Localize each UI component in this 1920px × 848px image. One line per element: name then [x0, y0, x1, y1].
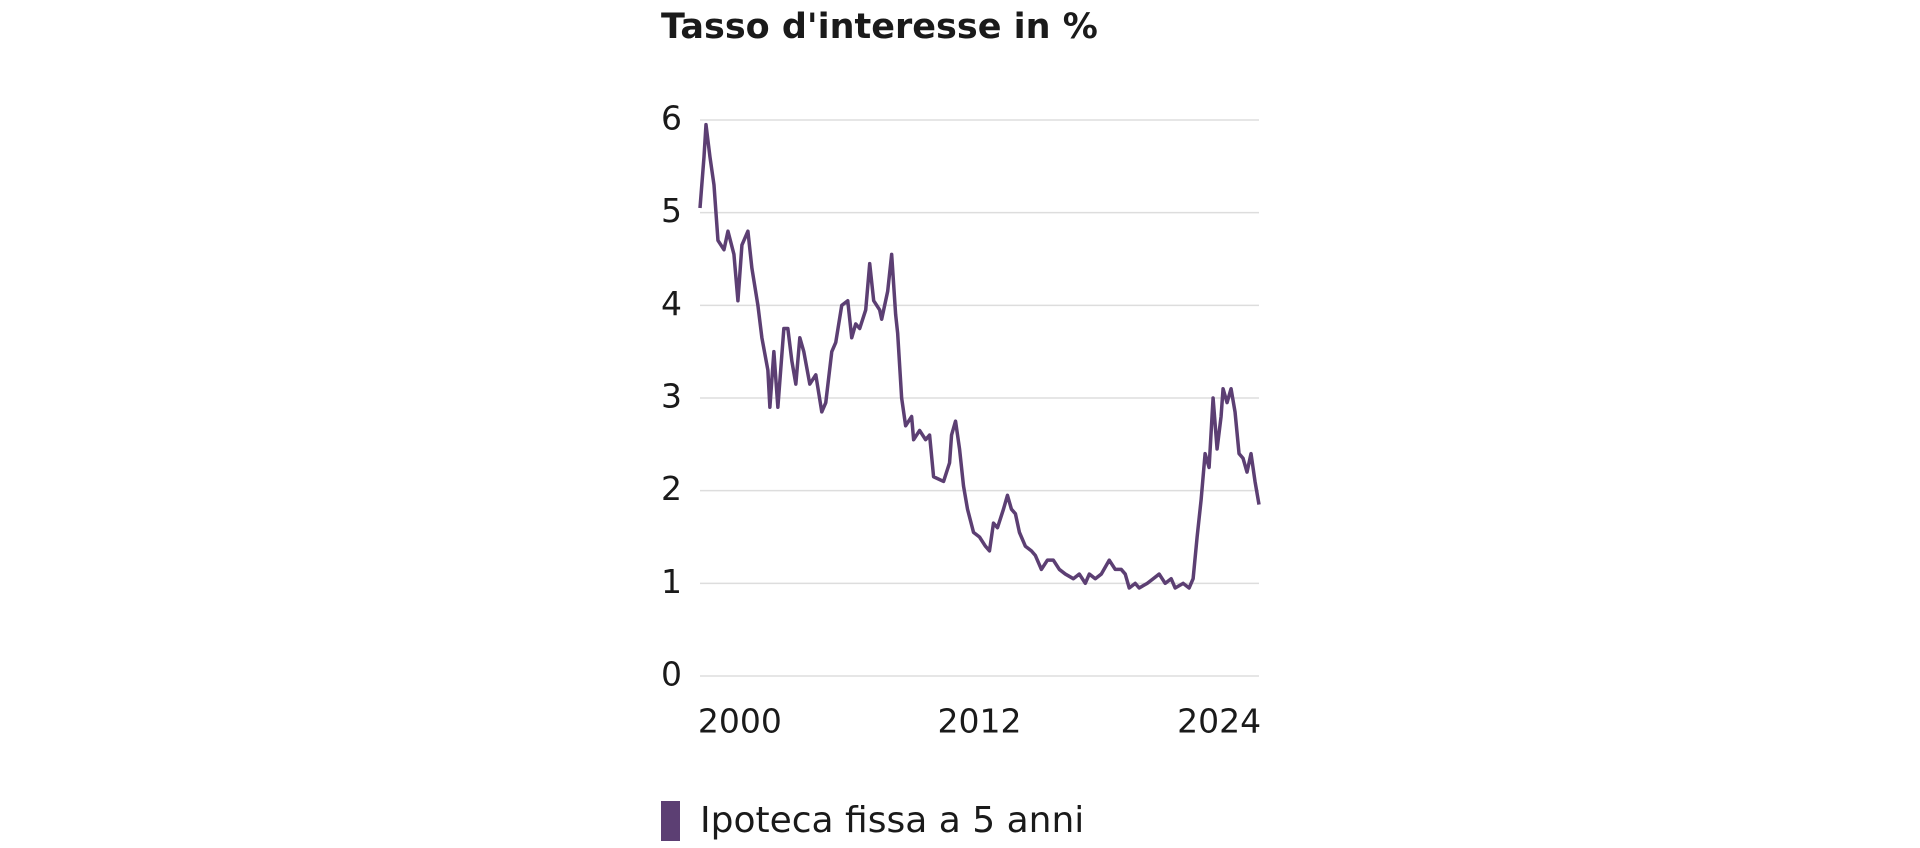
y-tick-label: 0: [661, 655, 682, 694]
y-tick-label: 6: [661, 99, 682, 138]
chart-title: Tasso d'interesse in %: [661, 7, 1098, 47]
y-tick-label: 1: [661, 562, 682, 601]
x-tick-label: 2024: [1177, 702, 1261, 741]
y-tick-label: 2: [661, 469, 682, 508]
x-tick-label: 2000: [698, 702, 782, 741]
y-tick-label: 5: [661, 191, 682, 230]
legend-swatch: [661, 801, 680, 841]
x-tick-label: 2012: [938, 702, 1022, 741]
y-tick-label: 4: [661, 284, 682, 323]
legend-label: Ipoteca fissa a 5 anni: [700, 800, 1084, 841]
line-series: [698, 122, 1261, 590]
y-tick-label: 3: [661, 377, 682, 416]
